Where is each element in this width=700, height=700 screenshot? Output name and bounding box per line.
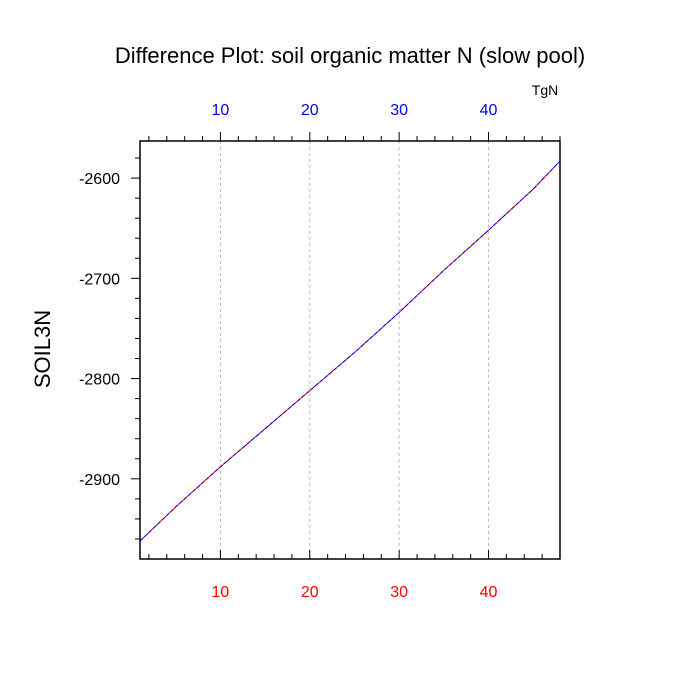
y-tick-label: -2600 xyxy=(79,171,120,188)
y-tick-label: -2700 xyxy=(79,271,120,288)
y-tick-label: -2800 xyxy=(79,372,120,389)
x-bottom-tick-label: 20 xyxy=(301,584,319,601)
series-layer xyxy=(139,160,561,542)
y-axis-label: SOIL3N xyxy=(30,310,55,388)
tick-label-layer: 10 10 20 20 30 30 40 40 -2900 -2800 -2700 -2600 xyxy=(79,102,497,601)
x-bottom-tick-label: 30 xyxy=(390,584,408,601)
series-line-1 xyxy=(139,160,561,542)
tick-layer xyxy=(131,132,561,559)
series-line-2 xyxy=(139,160,561,542)
top-axis-unit: TgN xyxy=(532,82,558,98)
x-top-tick-label: 30 xyxy=(390,102,408,119)
chart-title: Difference Plot: soil organic matter N (… xyxy=(115,43,585,68)
grid-layer xyxy=(219,141,490,559)
y-tick-label: -2900 xyxy=(79,472,120,489)
x-top-tick-label: 20 xyxy=(301,102,319,119)
x-bottom-tick-label: 40 xyxy=(480,584,498,601)
x-bottom-tick-label: 10 xyxy=(212,584,230,601)
x-top-tick-label: 40 xyxy=(480,102,498,119)
x-top-tick-label: 10 xyxy=(212,102,230,119)
plot-frame xyxy=(139,140,561,560)
